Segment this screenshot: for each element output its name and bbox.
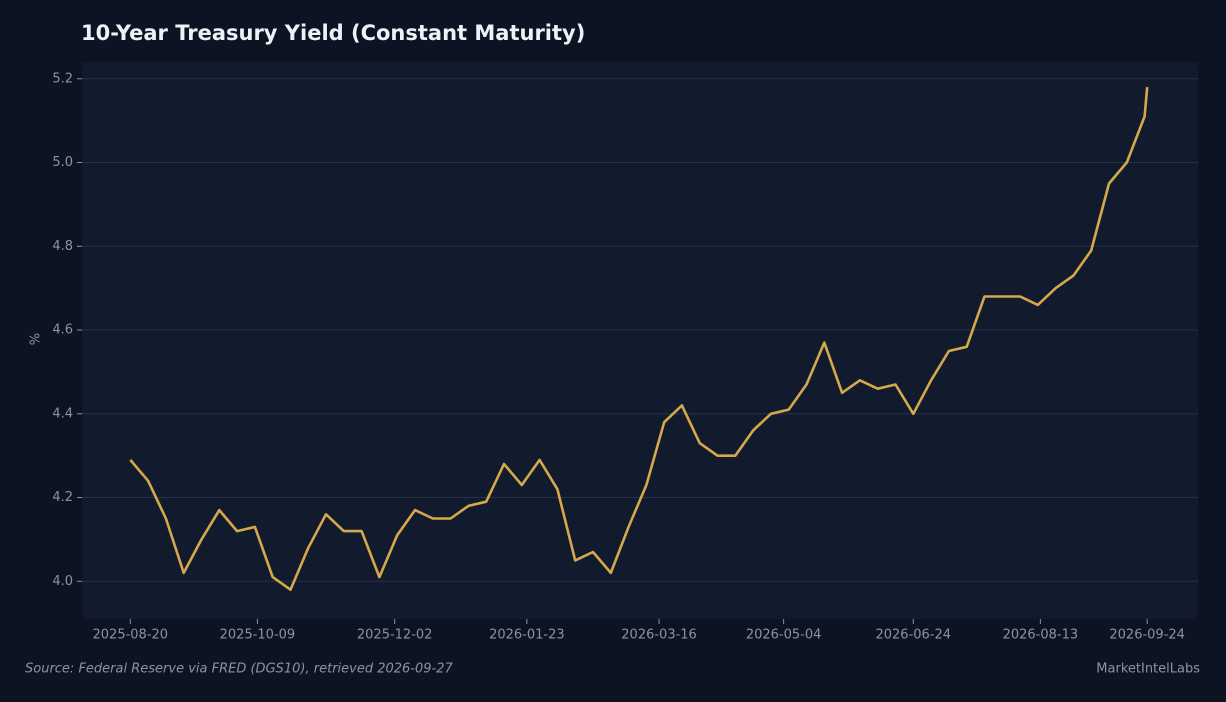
brand: MarketIntelLabs [1096,662,1200,677]
x-tick-label: 2026-03-16 [621,628,697,643]
y-tick-label: 5.0 [52,155,73,170]
x-tick-label: 2026-01-23 [489,628,565,643]
source-note: Source: Federal Reserve via FRED (DGS10)… [25,662,454,677]
data-line [129,86,1149,591]
chart-title: 10-Year Treasury Yield (Constant Maturit… [81,21,585,45]
y-tick-label: 4.0 [52,574,73,589]
y-tick-label: 5.2 [52,71,73,86]
x-tick-label: 2026-08-13 [1003,628,1079,643]
plot-area [82,62,1198,619]
x-tick-label: 2025-10-09 [220,628,296,643]
x-tick-label: 2025-08-20 [93,628,169,643]
y-axis-label: % [29,333,44,345]
x-tick-label: 2026-09-24 [1109,628,1185,643]
y-tick-label: 4.6 [52,323,73,338]
y-tick-label: 4.4 [52,406,73,421]
y-tick-label: 4.8 [52,239,73,254]
x-tick-label: 2025-12-02 [357,628,433,643]
x-tick-label: 2026-06-24 [875,628,951,643]
x-tick-label: 2026-05-04 [746,628,822,643]
y-tick-label: 4.2 [52,490,73,505]
